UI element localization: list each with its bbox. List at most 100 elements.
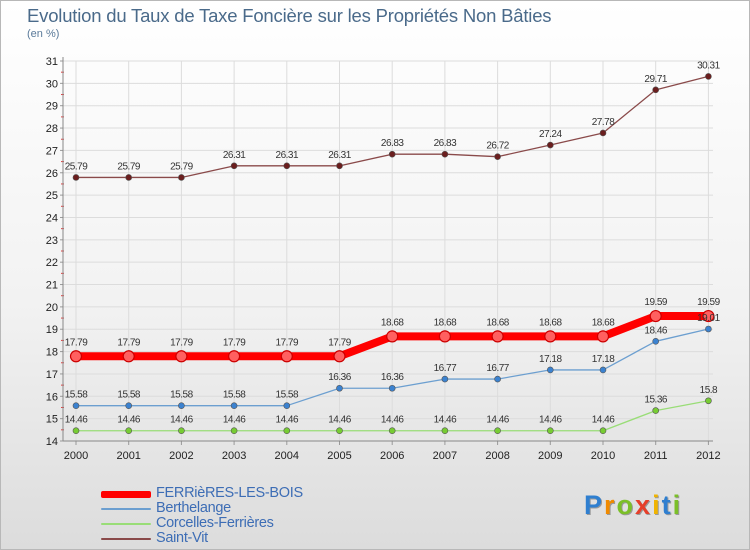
y-tick-label: 19 [46, 324, 58, 336]
data-label: 26.31 [328, 150, 351, 161]
y-tick-label: 21 [46, 280, 58, 292]
y-tick-label: 30 [46, 78, 58, 90]
data-point [546, 141, 554, 149]
data-label: 15.58 [117, 390, 140, 401]
data-point [649, 309, 662, 323]
data-label: 27.24 [539, 129, 562, 140]
data-point [599, 427, 607, 435]
logo-letter: o [616, 490, 636, 520]
data-label: 16.77 [486, 363, 509, 374]
data-label: 18.46 [644, 325, 667, 336]
data-point [388, 150, 396, 158]
data-label: 17.79 [276, 337, 299, 348]
data-point [388, 427, 396, 435]
data-point [333, 350, 346, 363]
data-point [125, 427, 132, 435]
data-label: 15.58 [170, 390, 193, 401]
data-point [386, 330, 399, 343]
data-point [336, 427, 343, 435]
legend-label-corcelles-ferrieres: Corcelles-Ferrières [156, 515, 274, 531]
data-label: 17.79 [223, 337, 246, 348]
data-point [599, 366, 607, 374]
data-label: 29.71 [644, 74, 667, 85]
data-point [283, 162, 291, 170]
x-tick-label: 2003 [222, 450, 246, 462]
data-point [705, 325, 712, 333]
data-point [652, 86, 660, 94]
data-point [596, 330, 610, 343]
logo-letter: i [652, 490, 662, 520]
x-tick-label: 2001 [116, 450, 140, 462]
y-tick-label: 24 [46, 212, 58, 224]
data-point [705, 73, 712, 80]
y-tick-label: 17 [46, 369, 58, 381]
data-label: 26.31 [276, 150, 299, 161]
data-point [125, 402, 132, 409]
data-point [283, 402, 291, 409]
data-label: 15.58 [276, 390, 299, 401]
chart-title: Evolution du Taux de Taxe Foncière sur l… [27, 5, 552, 26]
data-label: 17.79 [65, 337, 88, 348]
y-tick-label: 28 [46, 123, 58, 135]
data-label: 16.36 [381, 372, 404, 383]
x-tick-label: 2012 [696, 450, 720, 462]
data-label: 14.46 [592, 415, 615, 426]
data-point [652, 338, 660, 345]
data-label: 26.31 [223, 150, 246, 161]
data-label: 14.46 [381, 415, 404, 426]
data-point [228, 350, 241, 363]
logo-letter: x [635, 490, 653, 520]
x-tick-label: 2010 [591, 450, 615, 462]
data-point [702, 309, 715, 323]
legend-swatch-berthelange [101, 508, 151, 510]
logo-letter: P [584, 490, 605, 520]
data-point [336, 162, 343, 170]
y-tick-label: 16 [46, 391, 58, 403]
data-label: 15.58 [223, 390, 246, 401]
data-label: 27.78 [592, 117, 615, 128]
data-label: 17.18 [592, 354, 615, 365]
data-point [280, 350, 293, 363]
x-tick-label: 2009 [538, 450, 562, 462]
data-label: 17.79 [328, 337, 351, 348]
data-label: 25.79 [117, 161, 140, 172]
data-label: 14.46 [434, 415, 457, 426]
y-tick-label: 26 [46, 168, 58, 180]
legend-swatch-corcelles-ferrieres [101, 523, 151, 525]
data-label: 25.79 [65, 161, 88, 172]
data-point [72, 174, 80, 181]
data-point [122, 350, 135, 363]
data-label: 19.59 [644, 297, 667, 308]
data-point [705, 397, 712, 405]
logo-letter: r [604, 490, 617, 520]
data-label: 14.46 [276, 415, 299, 426]
data-point [336, 384, 343, 392]
y-tick-label: 31 [46, 56, 58, 68]
legend-swatch-saint-vit [101, 538, 151, 540]
data-point [599, 129, 607, 137]
data-label: 14.46 [486, 415, 509, 426]
x-tick-label: 2000 [64, 450, 88, 462]
data-label: 18.68 [486, 317, 509, 328]
y-tick-label: 23 [46, 235, 58, 247]
y-tick-label: 15 [46, 414, 58, 426]
data-point [69, 350, 83, 363]
data-point [178, 427, 185, 435]
data-point [125, 174, 132, 181]
y-tick-label: 18 [46, 347, 58, 359]
data-label: 18.68 [592, 317, 615, 328]
data-point [230, 427, 238, 435]
data-label: 14.46 [328, 415, 351, 426]
data-point [491, 330, 504, 343]
x-tick-label: 2005 [327, 450, 351, 462]
data-point [72, 402, 80, 409]
data-point [72, 427, 80, 435]
data-point [388, 384, 396, 392]
data-label: 26.72 [486, 141, 509, 152]
x-tick-label: 2011 [644, 450, 668, 462]
chart-subtitle: (en %) [27, 28, 60, 40]
logo-letter: t [661, 490, 673, 520]
x-tick-label: 2008 [485, 450, 509, 462]
data-label: 18.68 [381, 317, 404, 328]
legend-swatch-ferrieres-les-bois [101, 491, 151, 498]
